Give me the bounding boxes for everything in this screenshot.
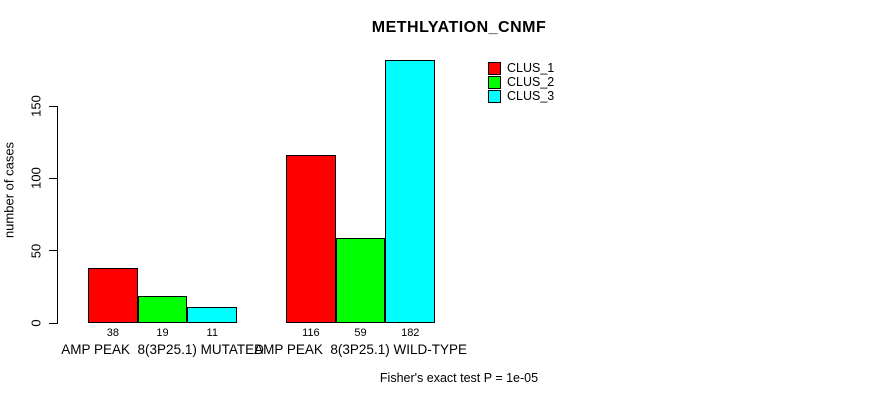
- y-axis-label: number of cases: [1, 141, 17, 239]
- y-axis-line: [57, 106, 58, 324]
- bar-clus_1-group2: [286, 155, 336, 323]
- chart-title: METHLYATION_CNMF: [371, 19, 547, 36]
- bar-clus_3-group2: [385, 59, 436, 323]
- bar-clus_2-group1: [137, 295, 188, 323]
- legend-swatch-clus-1-icon: [488, 62, 501, 75]
- y-axis-tick-label: 50: [28, 243, 44, 258]
- legend-item-clus-2: CLUS_2: [488, 76, 554, 89]
- x-category-label: AMP PEAK 8(3P25.1) MUTATED: [61, 342, 264, 357]
- y-axis-tick: [49, 105, 57, 107]
- y-axis-tick-label: 150: [28, 95, 44, 117]
- x-category-label: AMP PEAK 8(3P25.1) WILD-TYPE: [254, 342, 467, 357]
- bar-clus_2-group2: [335, 237, 386, 323]
- bar-value-label: 19: [156, 327, 169, 339]
- bar-value-label: 182: [401, 327, 420, 339]
- legend-item-clus-3: CLUS_3: [488, 90, 554, 103]
- y-axis-tick-label: 100: [28, 167, 44, 190]
- legend-item-clus-1: CLUS_1: [488, 62, 554, 75]
- bar-value-label: 11: [206, 327, 218, 339]
- bar-value-label: 59: [354, 327, 367, 339]
- y-axis-tick: [49, 177, 57, 179]
- legend-label-clus-1: CLUS_1: [507, 61, 555, 75]
- legend-swatch-clus-2-icon: [488, 76, 501, 89]
- y-axis-tick: [49, 250, 57, 252]
- legend-label-clus-3: CLUS_3: [507, 89, 555, 103]
- legend-label-clus-2: CLUS_2: [507, 75, 555, 89]
- bar-value-label: 116: [302, 327, 320, 339]
- y-axis-tick-label: 0: [28, 319, 44, 327]
- y-axis-tick: [49, 322, 57, 324]
- legend-swatch-clus-3-icon: [488, 90, 501, 103]
- annotation-fisher-test: Fisher's exact test P = 1e-05: [379, 371, 539, 385]
- bar-clus_3-group1: [187, 307, 238, 323]
- bar-value-label: 38: [106, 327, 119, 339]
- legend: CLUS_1 CLUS_2 CLUS_3: [488, 62, 554, 104]
- bar-clus_1-group1: [88, 268, 138, 323]
